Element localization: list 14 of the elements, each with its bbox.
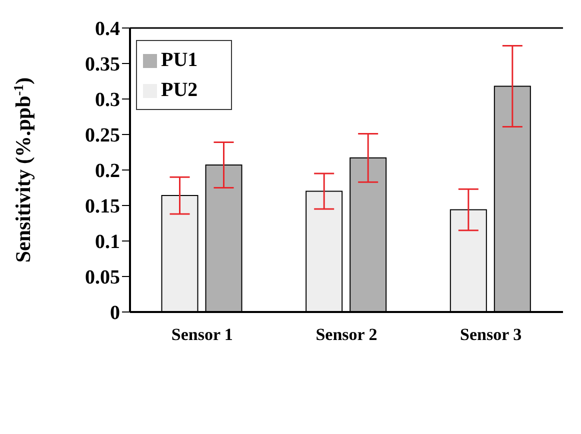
x-tick-label: Sensor 1: [171, 325, 233, 344]
x-tick-label: Sensor 2: [316, 325, 378, 344]
y-tick-label: 0.15: [85, 196, 120, 218]
y-tick-label: 0.3: [95, 89, 120, 112]
legend-label: PU2: [161, 79, 198, 101]
y-tick-label: 0.2: [95, 160, 120, 182]
y-tick-label: 0.25: [85, 124, 120, 147]
y-tick-label: 0.05: [85, 266, 120, 289]
y-tick-label: 0.35: [85, 54, 120, 76]
y-tick-label: 0: [110, 302, 120, 324]
legend-label: PU1: [161, 49, 198, 71]
y-tick-label: 0.1: [95, 231, 120, 254]
y-tick-label: 0.4: [95, 18, 120, 40]
x-tick-label: Sensor 3: [460, 325, 522, 344]
